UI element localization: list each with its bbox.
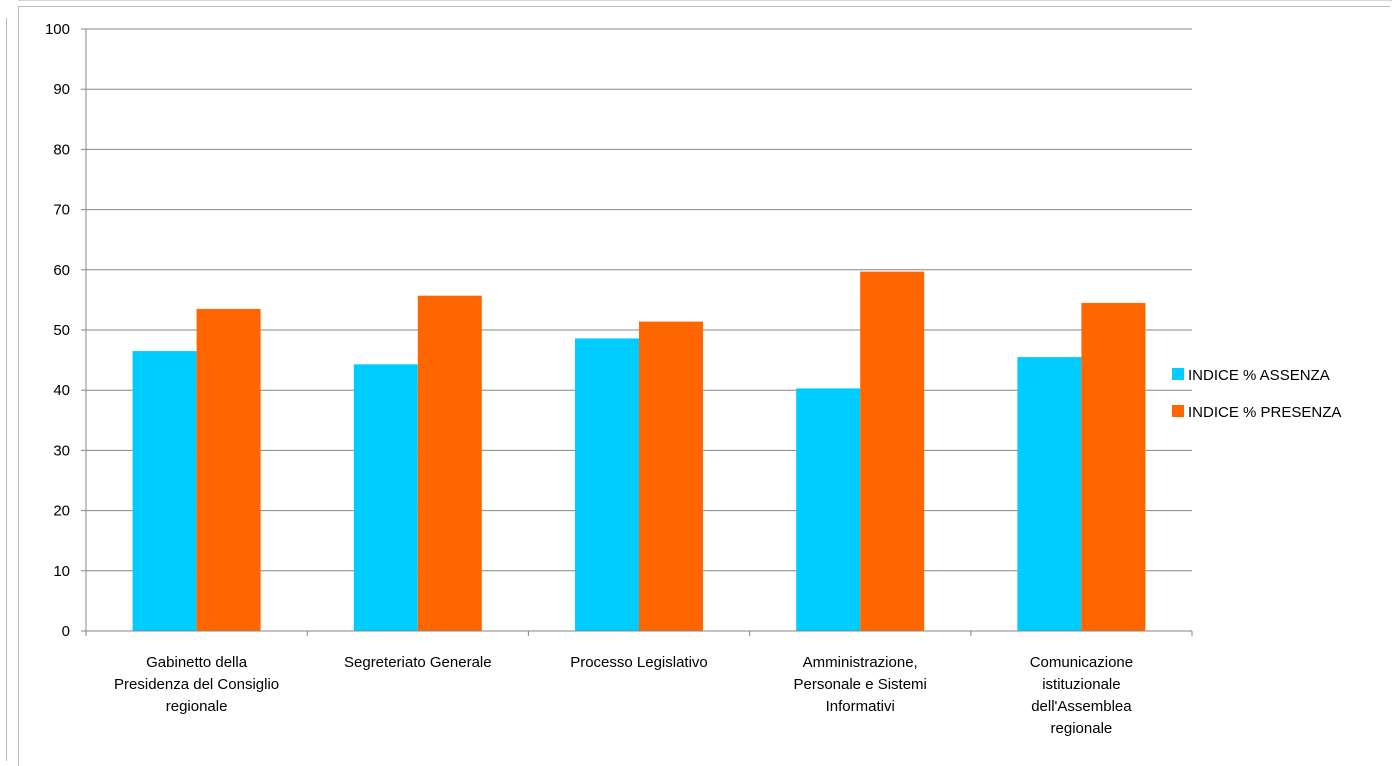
legend-label: INDICE % PRESENZA: [1188, 404, 1341, 421]
y-tick-label: 30: [53, 442, 70, 459]
y-tick-label: 100: [45, 21, 70, 38]
x-category-label: Amministrazione, Personale e Sistemi Infor…: [793, 654, 926, 715]
x-category-label-line: Presidenza del Consiglio: [114, 676, 279, 693]
gridlines: [86, 28, 1192, 572]
x-category-label-line: dell'Assemblea: [1031, 698, 1132, 715]
bar: [860, 271, 925, 631]
y-tick-label: 70: [53, 202, 70, 219]
frame-left-edge: [6, 18, 7, 761]
bar: [1081, 302, 1146, 631]
y-tick-label: 50: [53, 322, 70, 339]
x-axis-labels: Gabinetto della Presidenza del Consiglio r…: [114, 654, 1133, 737]
y-tick-label: 80: [53, 141, 70, 158]
bar: [132, 351, 197, 631]
x-category-label-line: Personale e Sistemi: [793, 676, 926, 693]
bar: [417, 295, 482, 631]
x-category-label-line: istituzionale: [1042, 676, 1120, 693]
axes: [81, 28, 1193, 636]
x-category-label: Gabinetto della Presidenza del Consiglio r…: [114, 654, 279, 715]
legend-swatch: [1172, 405, 1184, 417]
x-category-label: Comunicazione istituzionale dell'Assemblea…: [1030, 654, 1133, 737]
bar: [196, 308, 261, 631]
bar: [796, 388, 861, 631]
y-tick-label: 60: [53, 262, 70, 279]
x-category-label-line: regionale: [1051, 720, 1113, 737]
x-category-label-line: Gabinetto della: [146, 654, 248, 671]
x-category-label-line: Processo Legislativo: [570, 654, 708, 671]
bar: [353, 364, 418, 631]
x-category-label: Segreteriato Generale: [344, 654, 492, 671]
y-tick-label: 10: [53, 563, 70, 580]
legend-swatch: [1172, 368, 1184, 380]
y-tick-label: 0: [62, 623, 70, 640]
legend: INDICE % ASSENZA INDICE % PRESENZA: [1172, 367, 1341, 421]
bar: [639, 321, 703, 631]
frame-top-edge: [18, 0, 1392, 1]
x-category-label-line: regionale: [166, 698, 228, 715]
x-category-label-line: Amministrazione,: [803, 654, 918, 671]
bars: [132, 271, 1146, 631]
bar: [1017, 357, 1082, 631]
bar: [575, 338, 639, 631]
x-category-label: Processo Legislativo: [570, 654, 708, 671]
x-category-label-line: Informativi: [826, 698, 895, 715]
legend-label: INDICE % ASSENZA: [1188, 367, 1330, 384]
y-tick-label: 20: [53, 503, 70, 520]
x-category-label-line: Comunicazione: [1030, 654, 1133, 671]
chart-area: [18, 6, 1390, 766]
y-tick-label: 40: [53, 382, 70, 399]
x-category-label-line: Segreteriato Generale: [344, 654, 492, 671]
y-tick-label: 90: [53, 81, 70, 98]
y-axis-ticks: 0 10 20 30 40 50 60 70 80 90 100: [45, 21, 70, 640]
